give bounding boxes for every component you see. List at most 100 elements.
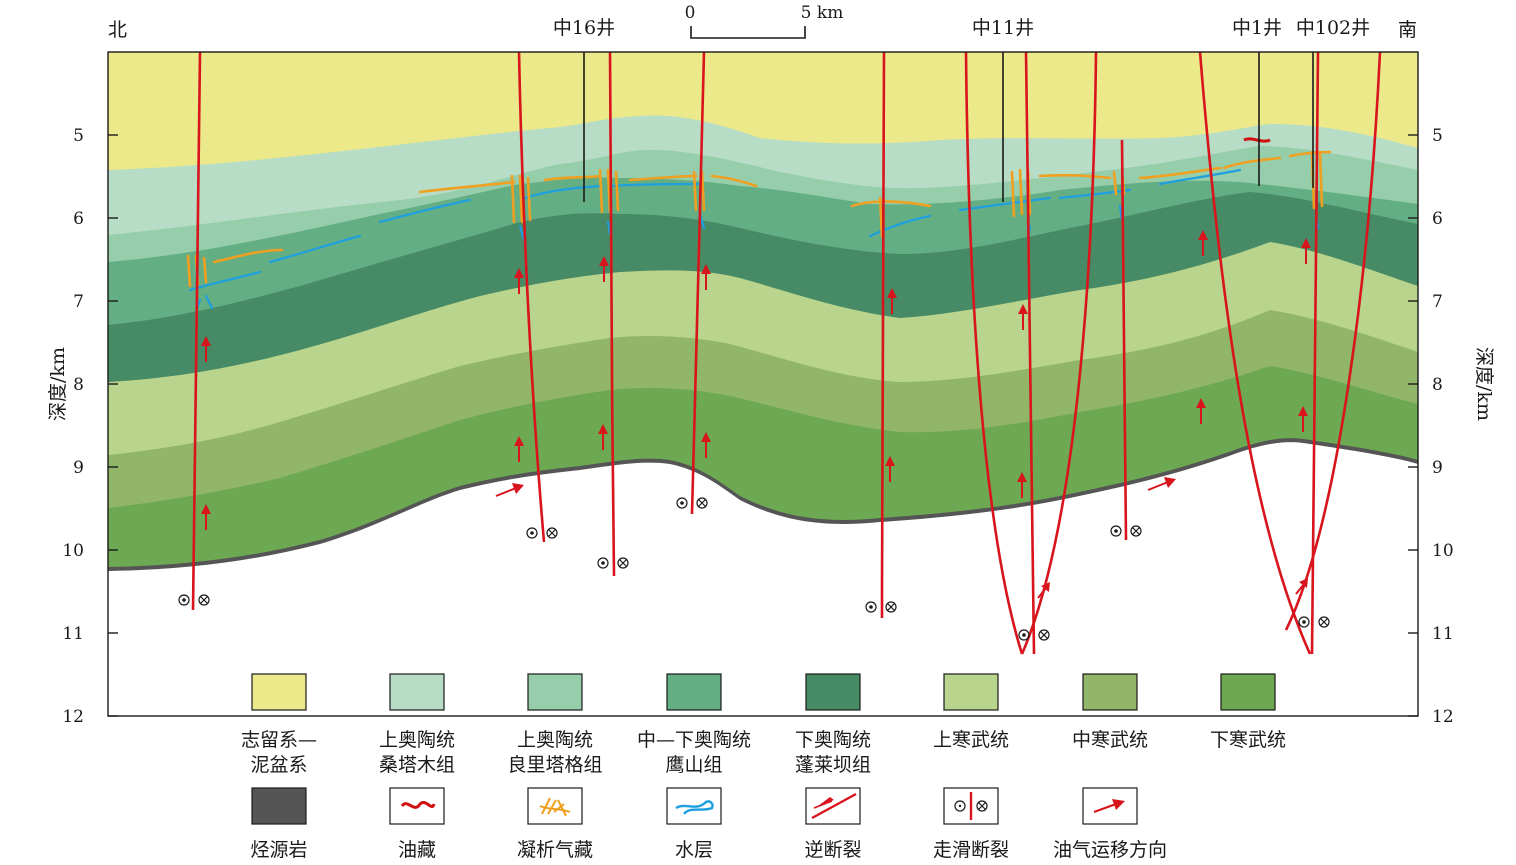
migration-arrow bbox=[1196, 398, 1206, 424]
legend-swatch bbox=[805, 673, 861, 711]
right-axis-label: 深度/km bbox=[1473, 347, 1495, 421]
left-axis-label: 深度/km bbox=[47, 347, 69, 421]
legend-label: 中—下奥陶统 bbox=[637, 729, 751, 751]
strike-slip-symbols bbox=[178, 497, 1330, 641]
strike-slip-symbol bbox=[178, 594, 210, 606]
left-axis-tick-label: 10 bbox=[62, 541, 84, 561]
migration-arrow bbox=[514, 268, 524, 294]
legend-item-upper-cambrian: 上寒武统 bbox=[933, 673, 1009, 751]
migration-arrow bbox=[885, 456, 895, 482]
migration-arrow bbox=[495, 483, 524, 497]
migration-arrow bbox=[1018, 304, 1028, 330]
thrust-faults bbox=[964, 52, 1382, 655]
scale-zero-label: 0 bbox=[685, 3, 696, 23]
migration-arrow bbox=[514, 436, 524, 462]
legend-swatch bbox=[1082, 673, 1138, 711]
legend-label: 油气运移方向 bbox=[1053, 839, 1167, 861]
scale-five-label: 5 km bbox=[801, 3, 844, 23]
legend-item-lianglitage: 上奥陶统 良里塔格组 bbox=[507, 673, 603, 776]
migration-arrow bbox=[599, 256, 609, 282]
legend-item-condensate-gas: 凝析气藏 bbox=[517, 787, 593, 861]
legend-swatch bbox=[943, 673, 999, 711]
migration-arrow bbox=[701, 432, 711, 458]
legend-item-silurian-devonian: 志留系— 泥盆系 bbox=[241, 673, 317, 776]
strike-slip-symbol bbox=[1018, 629, 1050, 641]
migration-arrow bbox=[1298, 406, 1308, 432]
strike-slip-symbol bbox=[1110, 525, 1142, 537]
legend-label: 中寒武统 bbox=[1072, 729, 1148, 751]
right-axis-tick-label: 9 bbox=[1432, 458, 1443, 478]
section-header: 北 南 中16井 中11井 中1井 中102井 0 5 km bbox=[108, 3, 1417, 41]
legend-swatch bbox=[389, 673, 445, 711]
migration-arrows bbox=[201, 230, 1311, 599]
south-label: 南 bbox=[1398, 19, 1417, 41]
legend-label: 烃源岩 bbox=[250, 839, 307, 861]
migration-arrow bbox=[1147, 477, 1176, 491]
legend-item-source-rock: 烃源岩 bbox=[250, 787, 308, 861]
right-axis-tick-label: 5 bbox=[1432, 126, 1443, 146]
right-axis-tick-label: 6 bbox=[1432, 209, 1443, 229]
legend-item-sangtamu: 上奥陶统 桑塔木组 bbox=[379, 673, 455, 776]
legend-strata: 志留系— 泥盆系 上奥陶统 桑塔木组 上奥陶统 良里塔格组 中—下奥陶统 鹰山组… bbox=[241, 673, 1286, 776]
legend-label: 上寒武统 bbox=[933, 729, 1009, 751]
migration-arrow bbox=[1295, 578, 1308, 595]
legend-item-penglaiba: 下奥陶统 蓬莱坝组 bbox=[795, 673, 871, 776]
left-axis-tick-label: 6 bbox=[73, 209, 84, 229]
strike-slip-symbol bbox=[865, 601, 897, 613]
right-axis-tick-label: 8 bbox=[1432, 375, 1443, 395]
strike-slip-fault-icon bbox=[954, 792, 988, 820]
well-label-zhong102: 中102井 bbox=[1296, 17, 1370, 39]
left-axis-tick-label: 9 bbox=[73, 458, 84, 478]
legend-label: 泥盆系 bbox=[250, 754, 307, 776]
legend-label: 逆断裂 bbox=[804, 839, 861, 861]
legend-swatch bbox=[666, 673, 722, 711]
migration-arrow bbox=[201, 336, 211, 362]
migration-arrow bbox=[1301, 238, 1311, 264]
left-axis-tick-label: 12 bbox=[62, 707, 84, 727]
well-lines bbox=[583, 52, 1314, 202]
left-axis-tick-label: 8 bbox=[73, 375, 84, 395]
legend-swatch bbox=[251, 673, 307, 711]
migration-arrow bbox=[1037, 582, 1050, 599]
north-label: 北 bbox=[108, 19, 127, 41]
legend-label: 上奥陶统 bbox=[379, 729, 455, 751]
strike-slip-symbol bbox=[1298, 616, 1330, 628]
right-axis-tick-label: 10 bbox=[1432, 541, 1454, 561]
well-label-zhong16: 中16井 bbox=[553, 17, 615, 39]
legend-label: 油藏 bbox=[398, 839, 436, 861]
legend-item-migration: 油气运移方向 bbox=[1053, 787, 1167, 861]
left-axis-tick-label: 11 bbox=[62, 624, 84, 644]
left-depth-axis: 5 6 7 8 9 10 11 12 bbox=[62, 126, 118, 727]
migration-arrow bbox=[598, 424, 608, 450]
scale-bar: 0 5 km bbox=[685, 3, 844, 39]
cross-section bbox=[107, 51, 1419, 717]
strike-slip-symbol bbox=[676, 497, 708, 509]
well-label-zhong11: 中11井 bbox=[972, 17, 1034, 39]
well-label-zhong1: 中1井 bbox=[1232, 17, 1282, 39]
legend-swatch bbox=[527, 673, 583, 711]
legend-label: 志留系— bbox=[241, 729, 317, 751]
condensate-gas-icon bbox=[539, 797, 571, 817]
legend-label: 走滑断裂 bbox=[933, 839, 1009, 861]
legend-label: 蓬莱坝组 bbox=[795, 754, 871, 776]
legend-item-oil: 油藏 bbox=[389, 787, 445, 861]
right-axis-tick-label: 12 bbox=[1432, 707, 1454, 727]
oil-reservoir-icon bbox=[400, 801, 436, 809]
legend-item-middle-cambrian: 中寒武统 bbox=[1072, 673, 1148, 751]
strike-slip-faults bbox=[191, 52, 1128, 619]
legend-label: 良里塔格组 bbox=[507, 754, 602, 776]
legend-item-thrust-fault: 逆断裂 bbox=[804, 787, 862, 861]
right-axis-tick-label: 7 bbox=[1432, 292, 1443, 312]
strike-slip-symbol bbox=[597, 557, 629, 569]
source-rock-swatch bbox=[251, 787, 307, 825]
basement-area bbox=[108, 442, 1418, 716]
left-axis-tick-label: 5 bbox=[73, 126, 84, 146]
legend-label: 下寒武统 bbox=[1210, 729, 1286, 751]
legend-label: 凝析气藏 bbox=[517, 839, 593, 861]
left-axis-tick-label: 7 bbox=[73, 292, 84, 312]
right-axis-tick-label: 11 bbox=[1432, 624, 1454, 644]
legend-label: 水层 bbox=[675, 839, 713, 861]
legend-label: 上奥陶统 bbox=[517, 729, 593, 751]
oil-reservoir bbox=[1243, 137, 1271, 143]
